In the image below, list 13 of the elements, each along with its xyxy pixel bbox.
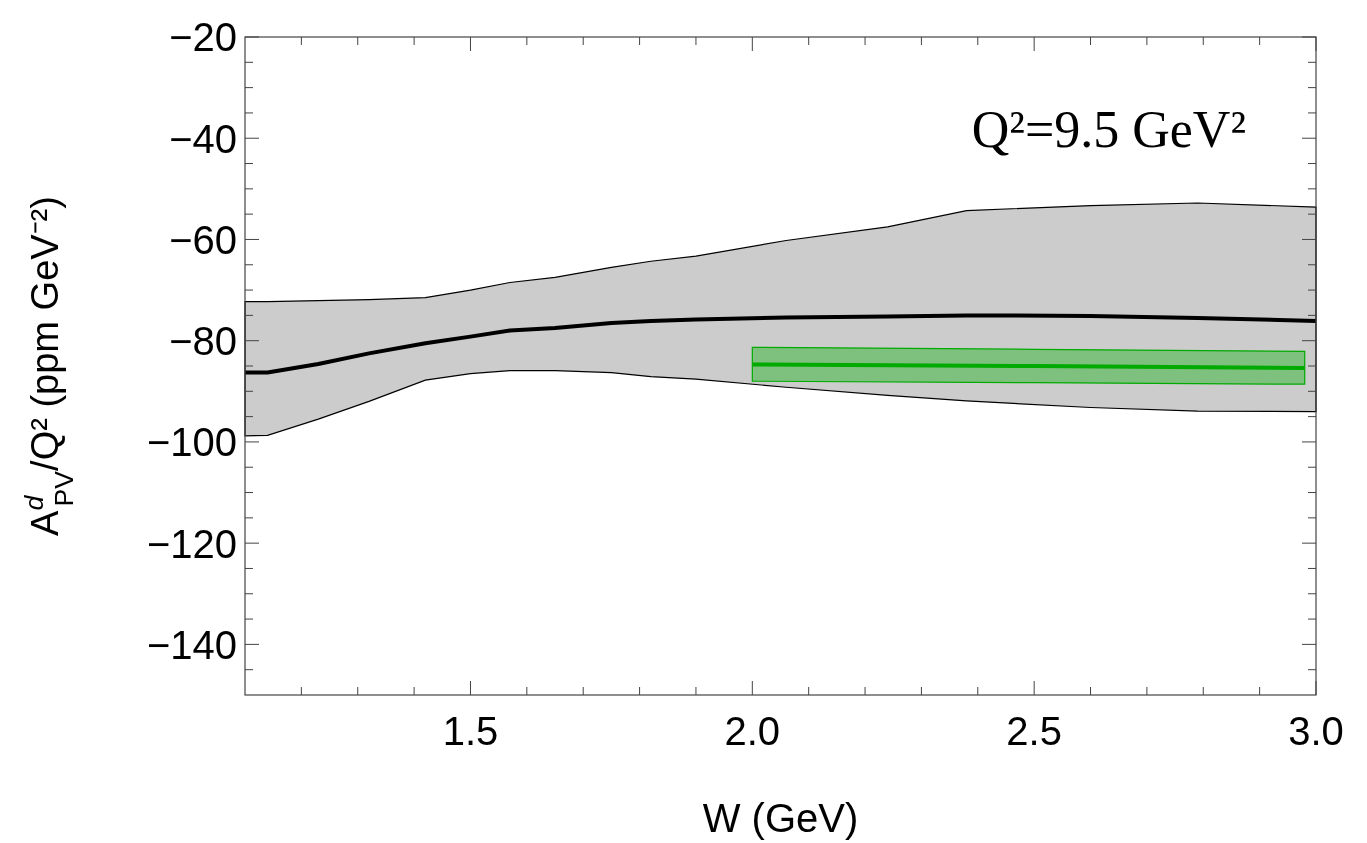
y-tick-label: −40 (169, 116, 237, 161)
y-tick-label: −140 (146, 622, 237, 667)
x-axis-title: W (GeV) (702, 796, 859, 840)
x-tick-label: 1.5 (442, 709, 499, 753)
y-tick-label: −120 (146, 521, 237, 566)
x-tick-label: 2.0 (724, 709, 781, 753)
x-tick-label: 2.5 (1006, 709, 1062, 753)
y-tick-label: −20 (169, 15, 237, 60)
y-tick-label: −60 (169, 217, 237, 262)
x-tick-label: 3.0 (1288, 709, 1344, 753)
y-tick-label: −80 (169, 319, 237, 364)
y-tick-label: −100 (146, 420, 237, 465)
annotation: Q²=9.5 GeV² (971, 101, 1246, 158)
